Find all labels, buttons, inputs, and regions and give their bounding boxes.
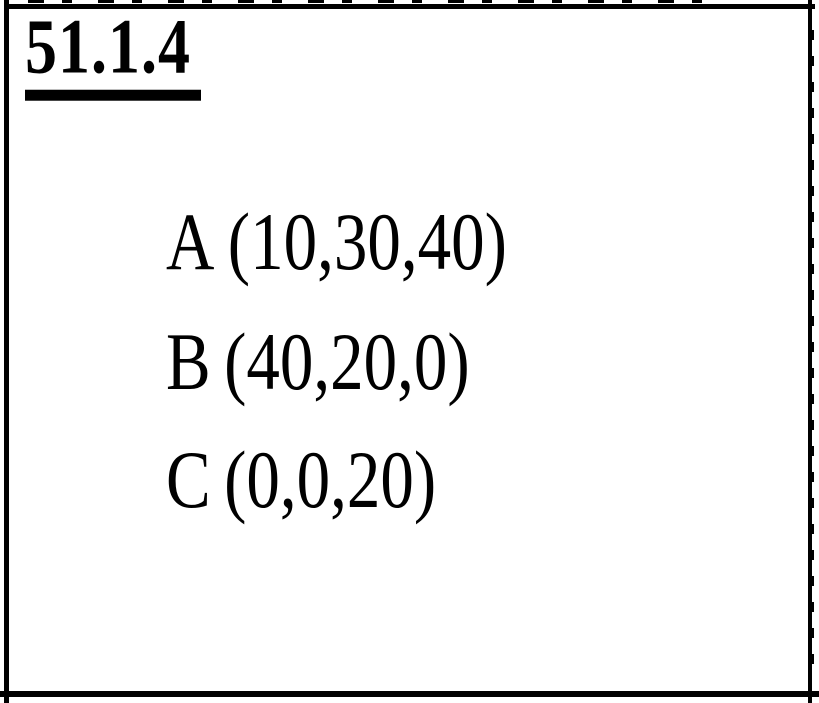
point-b-label: B [166, 317, 211, 408]
frame-border-bottom [0, 691, 819, 697]
frame-border-right [808, 0, 812, 703]
scan-noise-top [28, 0, 728, 3]
section-number-heading: 51.1.4 [25, 7, 201, 101]
point-c-label: C [166, 435, 211, 526]
point-line-a: A (10,30,40) [166, 201, 507, 284]
frame-border-top [4, 4, 815, 9]
point-b-coordinates: (40,20,0) [224, 317, 470, 408]
point-line-c: C (0,0,20) [166, 439, 436, 522]
frame-border-left [4, 0, 9, 703]
point-a-label: A [166, 197, 215, 288]
scan-noise-right [812, 30, 814, 670]
point-a-coordinates: (10,30,40) [227, 197, 507, 288]
point-line-b: B (40,20,0) [166, 321, 470, 404]
point-c-coordinates: (0,0,20) [224, 435, 437, 526]
